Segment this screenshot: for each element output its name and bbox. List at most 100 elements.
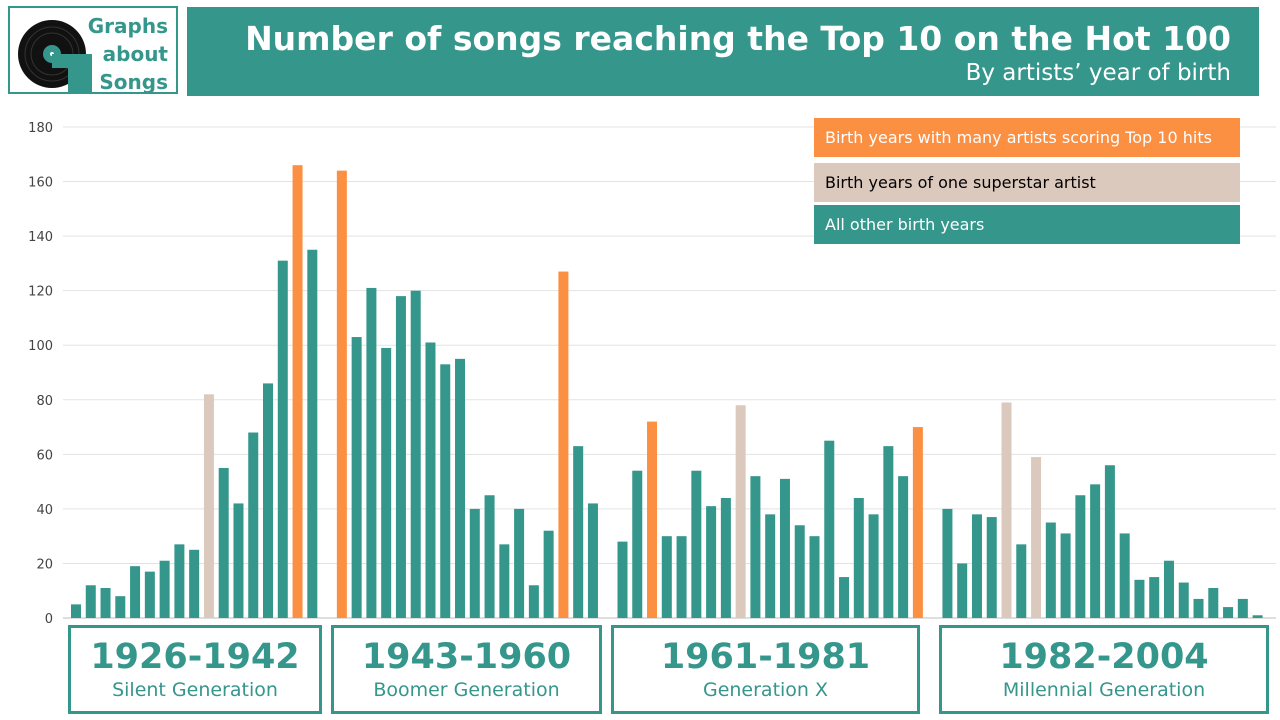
generation-box-gen-x: 1961-1981 Generation X	[611, 625, 920, 714]
logo: Graphs about Songs	[8, 6, 178, 94]
y-tick-label: 120	[28, 285, 53, 300]
bar-1957	[543, 530, 554, 618]
bar-1960	[587, 503, 598, 618]
legend-item-superstar: Birth years of one superstar artist	[814, 163, 1240, 202]
bar-1930	[130, 566, 141, 618]
logo-line-3: Songs	[99, 70, 168, 94]
bar-1977	[853, 497, 864, 618]
bar-1942	[307, 249, 318, 618]
bar-2003	[1252, 615, 1263, 618]
bar-1948	[410, 290, 421, 618]
generation-box-millennial: 1982-2004 Millennial Generation	[939, 625, 1269, 714]
bar-1986	[1001, 402, 1012, 618]
bar-1968	[720, 497, 731, 618]
bar-1981	[912, 427, 923, 618]
bar-1995	[1134, 579, 1145, 618]
bar-1989	[1045, 522, 1056, 618]
bar-1967	[706, 506, 717, 618]
vinyl-record-icon	[18, 20, 92, 94]
legend-item-many-artists: Birth years with many artists scoring To…	[814, 118, 1240, 157]
bar-1945	[366, 287, 377, 618]
bar-1994	[1119, 533, 1130, 618]
page-title: Number of songs reaching the Top 10 on t…	[245, 19, 1231, 58]
page-subtitle: By artists’ year of birth	[965, 60, 1231, 86]
bar-1929	[115, 596, 126, 618]
bar-1984	[971, 514, 982, 618]
bar-1941	[292, 165, 303, 618]
bar-1944	[351, 337, 362, 618]
bar-1999	[1193, 598, 1204, 618]
bar-1952	[469, 508, 480, 618]
bar-1964	[661, 536, 672, 618]
bar-1996	[1149, 577, 1160, 618]
bar-1998	[1178, 582, 1189, 618]
generation-years: 1926-1942	[90, 637, 300, 677]
bar-1966	[691, 470, 702, 618]
generation-years: 1943-1960	[361, 637, 572, 677]
generation-years: 1982-2004	[999, 637, 1209, 677]
generation-box-boomer: 1943-1960 Boomer Generation	[331, 625, 602, 714]
bar-1976	[839, 577, 850, 618]
bar-1940	[277, 260, 288, 618]
bar-1963	[647, 421, 658, 618]
generation-box-silent: 1926-1942 Silent Generation	[68, 625, 322, 714]
bar-1947	[395, 296, 406, 618]
bar-1931	[144, 571, 155, 618]
bar-1932	[159, 560, 170, 618]
bar-1937	[233, 503, 244, 618]
generation-years: 1961-1981	[660, 637, 871, 677]
bar-1933	[174, 544, 185, 618]
bar-1983	[957, 563, 968, 618]
bar-1991	[1075, 495, 1086, 618]
bar-1949	[425, 342, 436, 618]
bar-1997	[1163, 560, 1174, 618]
logo-line-1: Graphs	[87, 14, 168, 38]
generation-name: Boomer Generation	[373, 679, 560, 701]
bar-1958	[558, 271, 569, 618]
bar-1951	[455, 358, 466, 618]
y-tick-label: 160	[28, 176, 53, 191]
bar-1956	[528, 585, 539, 618]
bar-1970	[750, 476, 761, 618]
bar-1972	[779, 478, 790, 618]
bar-1962	[632, 470, 643, 618]
bar-1936	[218, 467, 229, 618]
bar-1992	[1090, 484, 1101, 618]
bar-1971	[765, 514, 776, 618]
bar-1961	[617, 541, 628, 618]
generation-name: Silent Generation	[112, 679, 278, 701]
bar-1946	[381, 347, 392, 618]
bar-1939	[263, 383, 274, 618]
logo-text: Graphs about Songs	[88, 12, 168, 96]
y-tick-label: 40	[36, 503, 53, 518]
y-tick-label: 180	[28, 121, 53, 136]
bar-1928	[100, 587, 111, 618]
y-tick-label: 20	[36, 557, 53, 572]
logo-line-2: about	[102, 42, 168, 66]
bar-1954	[499, 544, 510, 618]
bar-1982	[942, 508, 953, 618]
header-banner: Number of songs reaching the Top 10 on t…	[187, 7, 1259, 96]
generation-name: Millennial Generation	[1002, 679, 1206, 701]
bar-1953	[484, 495, 495, 618]
bar-1978	[868, 514, 879, 618]
bar-1959	[573, 446, 584, 618]
legend-item-other: All other birth years	[814, 205, 1240, 244]
bar-1993	[1104, 465, 1115, 618]
bar-1927	[85, 585, 96, 618]
y-tick-label: 80	[36, 394, 53, 409]
y-tick-label: 60	[36, 448, 53, 463]
bar-2000	[1208, 587, 1219, 618]
bar-1988	[1031, 457, 1042, 618]
bar-1935	[203, 394, 214, 618]
bar-1980	[898, 476, 909, 618]
bar-1943	[336, 170, 347, 618]
bar-2002	[1237, 598, 1248, 618]
bar-1926	[71, 604, 81, 618]
bar-1979	[883, 446, 894, 618]
bar-1974	[809, 536, 820, 618]
y-tick-label: 0	[45, 612, 53, 627]
y-tick-label: 140	[28, 230, 53, 245]
bar-1985	[986, 517, 997, 618]
